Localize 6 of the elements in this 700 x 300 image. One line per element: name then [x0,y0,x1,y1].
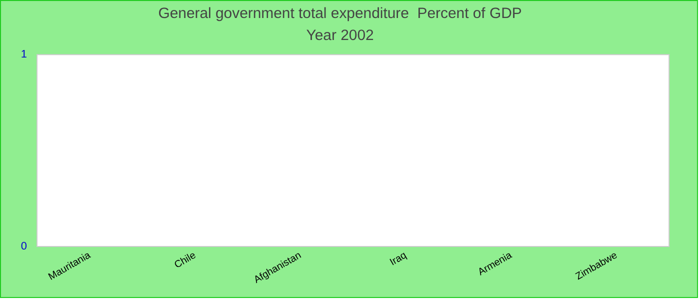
chart-title: General government total expenditure Percent of GDP [158,5,522,22]
y-tick-label: 1 [20,48,28,61]
chart-subtitle: Year 2002 [306,26,374,44]
y-tick-label: 0 [20,240,28,253]
x-tick-label: Iraq [388,250,409,268]
x-tick-label: Chile [172,250,198,271]
